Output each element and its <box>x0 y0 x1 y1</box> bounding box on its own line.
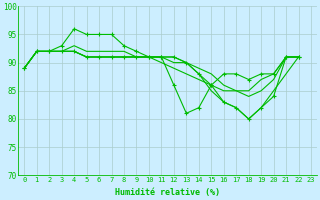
X-axis label: Humidité relative (%): Humidité relative (%) <box>115 188 220 197</box>
